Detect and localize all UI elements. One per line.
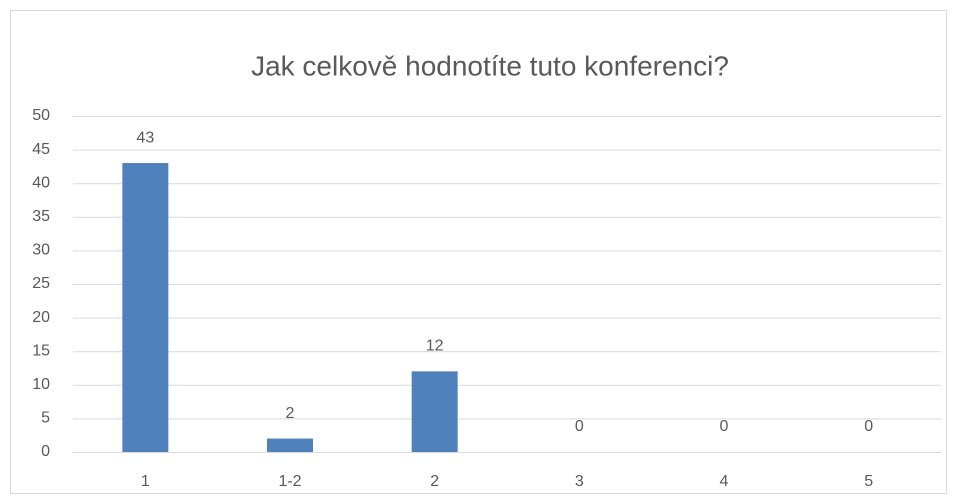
bar (122, 163, 169, 453)
y-tick-label: 10 (32, 376, 50, 393)
x-tick-label: 1 (141, 473, 150, 490)
x-tick-label: 1-2 (278, 473, 301, 490)
x-tick-label: 4 (720, 473, 729, 490)
y-tick-label: 15 (32, 342, 50, 359)
x-tick-label: 5 (864, 473, 873, 490)
data-label: 2 (286, 405, 295, 422)
x-tick-label: 2 (430, 473, 439, 490)
data-label: 0 (720, 418, 729, 435)
y-tick-label: 0 (41, 443, 50, 460)
data-label: 0 (864, 418, 873, 435)
y-tick-label: 35 (32, 208, 50, 225)
y-tick-label: 25 (32, 275, 50, 292)
y-tick-label: 30 (32, 242, 50, 259)
y-tick-label: 20 (32, 309, 50, 326)
data-label: 0 (575, 418, 584, 435)
y-tick-label: 50 (32, 107, 50, 124)
chart-title: Jak celkově hodnotíte tuto konferenci? (251, 50, 729, 81)
bar (267, 438, 313, 452)
data-label: 43 (136, 129, 154, 146)
y-tick-label: 40 (32, 174, 50, 191)
y-tick-label: 45 (32, 141, 50, 158)
x-tick-label: 3 (575, 473, 584, 490)
data-label: 12 (426, 338, 444, 355)
y-tick-label: 5 (41, 410, 50, 427)
bar (411, 371, 458, 452)
